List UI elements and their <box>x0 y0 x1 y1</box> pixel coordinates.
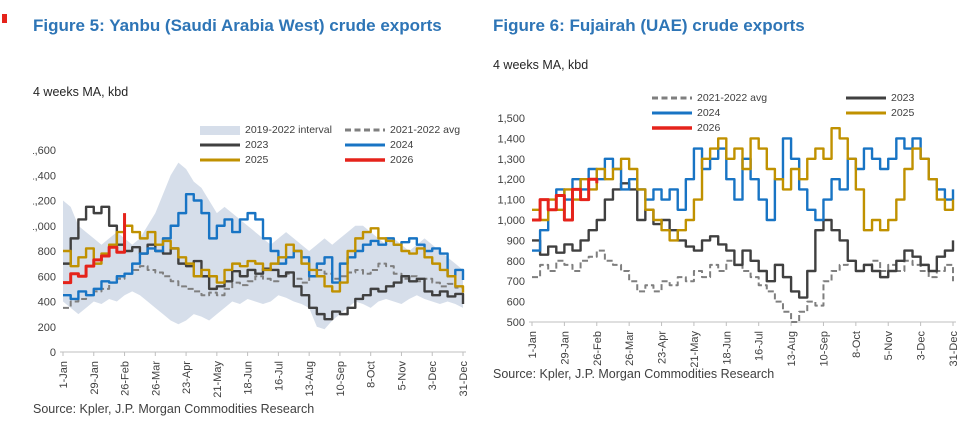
x-tick-label: 21-May <box>689 331 701 367</box>
y-tick-label: 800 <box>507 256 525 268</box>
x-tick-label: 18-Jun <box>243 361 255 395</box>
series-2021-2022-avg <box>532 249 954 323</box>
y-tick-label: 200 <box>38 322 56 334</box>
series-2026 <box>532 177 599 222</box>
y-tick-label: 600 <box>507 297 525 309</box>
x-tick-label: 10-Sep <box>818 331 830 366</box>
x-tick-label: 1-Jan <box>58 361 70 389</box>
x-tick-label: 23-Apr <box>657 331 669 364</box>
y-tick-label: 600 <box>38 271 56 283</box>
x-tick-label: 10-Sep <box>335 361 347 396</box>
series-2026 <box>63 213 127 285</box>
x-tick-label: 16-Jul <box>754 331 766 361</box>
x-tick-label: 13-Aug <box>304 361 316 396</box>
interval-band <box>63 162 463 330</box>
y-tick-label: 800 <box>38 246 56 258</box>
figure-5-panel: Figure 5: Yanbu (Saudi Arabia West) crud… <box>33 0 478 440</box>
series-2023 <box>532 182 955 299</box>
x-tick-label: 3-Dec <box>916 331 928 361</box>
x-tick-label: 18-Jun <box>721 331 733 365</box>
figure-5-source: Source: Kpler, J.P. Morgan Commodities R… <box>33 402 315 416</box>
figure-6-chart-area: 1-Jan 29-Jan 26-Feb 26-Mar 23-Apr 21-May 18-Ju… <box>493 90 965 367</box>
y-tick-label: 700 <box>507 276 525 288</box>
x-tick-label: 26-Mar <box>624 331 636 366</box>
figure-6-title: Figure 6: Fujairah (UAE) crude exports <box>493 16 805 35</box>
x-tick-label: 8-Oct <box>851 331 863 358</box>
series-2025 <box>532 126 955 242</box>
figure-5-title: Figure 5: Yanbu (Saudi Arabia West) crud… <box>33 16 442 35</box>
x-tick-label: 26-Feb <box>592 331 604 366</box>
y-tick-label: 0 <box>50 347 56 359</box>
y-tick-label: 1,300 <box>497 154 525 166</box>
y-tick-label: 1,100 <box>497 195 525 207</box>
y-tick-label: 400 <box>38 297 56 309</box>
y-tick-label: 1,200 <box>33 196 56 208</box>
figure-5-chart-area: 1-Jan 29-Jan 26-Feb 26-Mar 23-Apr 21-May 18-Ju… <box>33 112 478 407</box>
y-tick-label: 1,000 <box>497 215 525 227</box>
y-tick-label: 1,000 <box>33 221 56 233</box>
x-tick-label: 31-Dec <box>948 331 960 367</box>
y-tick-label: 1,400 <box>33 170 56 182</box>
y-tick-label: 1,500 <box>497 113 525 125</box>
x-tick-label: 5-Nov <box>396 361 408 391</box>
y-tick-label: 1,400 <box>497 133 525 145</box>
y-tick-label: 500 <box>507 317 525 329</box>
x-tick-label: 8-Oct <box>366 361 378 388</box>
figure-5-chart: 1-Jan 29-Jan 26-Feb 26-Mar 23-Apr 21-May 18-Ju… <box>33 145 470 398</box>
x-tick-label: 26-Mar <box>150 361 162 396</box>
x-tick-label: 3-Dec <box>427 361 439 391</box>
x-tick-label: 26-Feb <box>120 361 132 396</box>
x-tick-label: 23-Apr <box>181 361 193 394</box>
x-tick-label: 29-Jan <box>89 361 101 395</box>
x-tick-label: 16-Jul <box>273 361 285 391</box>
figure-6-panel: Figure 6: Fujairah (UAE) crude exports 4… <box>493 0 965 440</box>
y-tick-label: 1,200 <box>497 174 525 186</box>
x-tick-label: 13-Aug <box>786 331 798 366</box>
x-tick-label: 31-Dec <box>458 361 470 397</box>
y-tick-label: 900 <box>507 235 525 247</box>
figure-6-chart: 1-Jan 29-Jan 26-Feb 26-Mar 23-Apr 21-May 18-Ju… <box>497 113 960 367</box>
x-tick-label: 5-Nov <box>883 331 895 361</box>
x-tick-label: 1-Jan <box>527 331 539 359</box>
figure-6-source: Source: Kpler, J.P. Morgan Commodities R… <box>493 367 775 381</box>
x-tick-label: 21-May <box>212 361 224 398</box>
figure-5-subtitle: 4 weeks MA, kbd <box>33 85 129 99</box>
series-2025 <box>63 224 465 293</box>
figure-6-subtitle: 4 weeks MA, kbd <box>493 58 589 72</box>
page-edge-marker <box>2 14 7 23</box>
x-tick-label: 29-Jan <box>559 331 571 365</box>
y-tick-label: 1,600 <box>33 145 56 157</box>
